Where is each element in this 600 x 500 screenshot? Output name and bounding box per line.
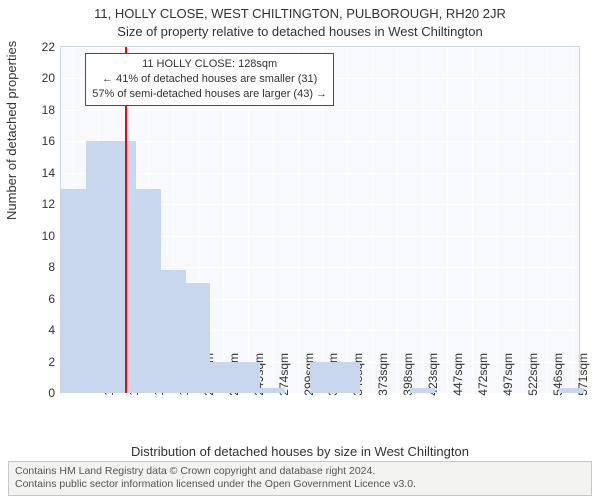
y-axis-title: Number of detached properties xyxy=(4,41,19,220)
annotation-line-3: 57% of semi-detached houses are larger (… xyxy=(92,88,327,100)
histogram-bar xyxy=(410,388,435,393)
chart-frame: 11, HOLLY CLOSE, WEST CHILTINGTON, PULBO… xyxy=(0,0,600,500)
plot-area: 024681012141618202276sqm101sqm126sqm151s… xyxy=(60,46,580,394)
gridline-h xyxy=(61,173,579,174)
y-tick-label: 16 xyxy=(5,134,55,148)
gridline-v xyxy=(397,47,398,393)
gridline-v xyxy=(522,47,523,393)
x-tick-label: 522sqm xyxy=(526,353,540,399)
y-tick-label: 6 xyxy=(5,292,55,306)
footer-line-2: Contains public sector information licen… xyxy=(15,478,416,490)
x-tick-label: 373sqm xyxy=(376,353,390,399)
x-tick-label: 472sqm xyxy=(476,353,490,399)
y-tick-label: 18 xyxy=(5,103,55,117)
gridline-v xyxy=(497,47,498,393)
histogram-bar xyxy=(61,189,86,393)
y-tick-label: 22 xyxy=(5,40,55,54)
y-tick-label: 10 xyxy=(5,229,55,243)
gridline-v xyxy=(347,47,348,393)
y-tick-label: 2 xyxy=(5,355,55,369)
annotation-line-1: 11 HOLLY CLOSE: 128sqm xyxy=(142,58,277,70)
histogram-bar xyxy=(111,141,136,393)
annotation-box: 11 HOLLY CLOSE: 128sqm ← 41% of detached… xyxy=(85,53,334,106)
gridline-h xyxy=(61,110,579,111)
x-tick-label: 447sqm xyxy=(451,353,465,399)
chart-title-sub: Size of property relative to detached ho… xyxy=(0,24,600,39)
gridline-v xyxy=(372,47,373,393)
histogram-bar xyxy=(210,362,235,393)
y-tick-label: 14 xyxy=(5,166,55,180)
y-tick-label: 8 xyxy=(5,260,55,274)
gridline-v xyxy=(547,47,548,393)
y-tick-label: 0 xyxy=(5,386,55,400)
gridline-v xyxy=(572,47,573,393)
gridline-v xyxy=(422,47,423,393)
histogram-bar xyxy=(335,362,360,393)
y-tick-label: 4 xyxy=(5,323,55,337)
gridline-h xyxy=(61,141,579,142)
histogram-bar xyxy=(136,189,161,393)
y-tick-label: 12 xyxy=(5,197,55,211)
histogram-bar xyxy=(86,141,111,393)
gridline-v xyxy=(447,47,448,393)
footer-line-1: Contains HM Land Registry data © Crown c… xyxy=(15,465,375,477)
chart-title-main: 11, HOLLY CLOSE, WEST CHILTINGTON, PULBO… xyxy=(0,6,600,21)
x-axis-title: Distribution of detached houses by size … xyxy=(0,444,600,459)
histogram-bar xyxy=(161,270,186,393)
histogram-bar xyxy=(235,362,260,393)
gridline-v xyxy=(472,47,473,393)
y-tick-label: 20 xyxy=(5,71,55,85)
histogram-bar xyxy=(559,388,584,393)
histogram-bar xyxy=(310,362,335,393)
x-tick-label: 497sqm xyxy=(501,353,515,399)
gridline-h xyxy=(61,47,579,48)
histogram-bar xyxy=(186,283,211,393)
annotation-line-2: ← 41% of detached houses are smaller (31… xyxy=(102,73,317,85)
footer-attribution: Contains HM Land Registry data © Crown c… xyxy=(8,461,592,496)
histogram-bar xyxy=(260,388,285,393)
